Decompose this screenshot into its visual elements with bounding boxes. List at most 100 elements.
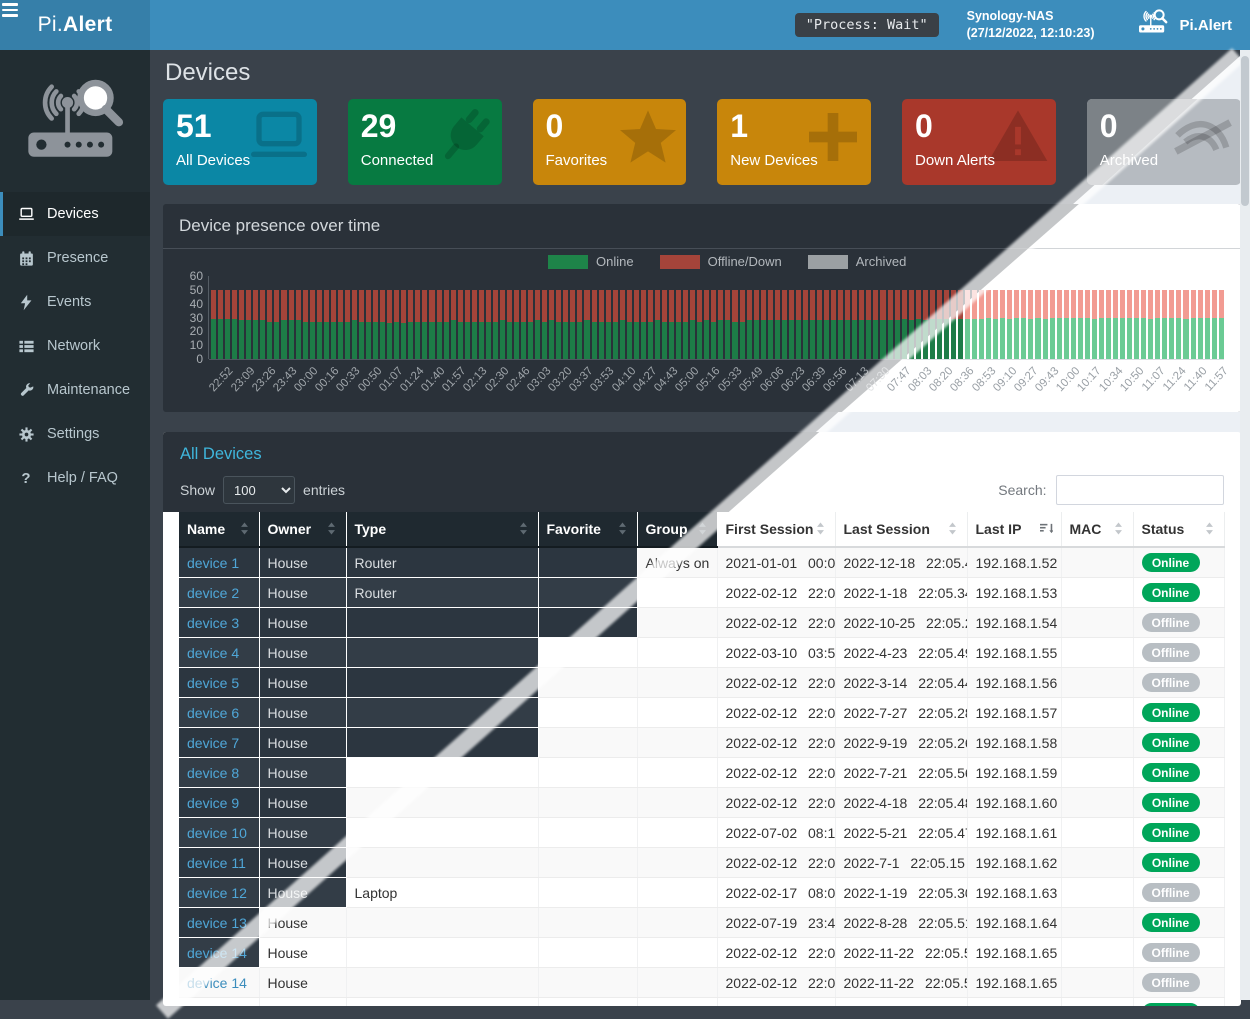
search-input[interactable] xyxy=(1056,475,1224,505)
host-info: Synology-NAS (27/12/2022, 12:10:23) xyxy=(967,8,1095,42)
pialert-logo-icon xyxy=(0,50,150,192)
device-link[interactable]: device 12 xyxy=(187,885,247,901)
chart-bar xyxy=(324,276,329,359)
sidebar-item-help-faq[interactable]: ?Help / FAQ xyxy=(0,456,150,500)
device-link[interactable]: device 14 xyxy=(187,975,247,991)
device-link[interactable]: device 14 xyxy=(187,945,247,961)
sidebar-item-maintenance[interactable]: Maintenance xyxy=(0,368,150,412)
chart-bar xyxy=(895,276,900,359)
chart-bar xyxy=(500,276,505,359)
sort-both-icon[interactable] xyxy=(616,522,629,535)
chart-bar xyxy=(944,276,949,359)
column-header-status[interactable]: Status xyxy=(1133,512,1224,547)
brand-label: Pi.Alert xyxy=(1179,17,1232,34)
sort-both-icon[interactable] xyxy=(814,522,827,535)
chart-bar xyxy=(1212,276,1217,359)
device-link[interactable]: device 6 xyxy=(187,705,239,721)
sidebar-item-devices[interactable]: Devices xyxy=(0,192,150,236)
table-cell xyxy=(538,908,637,938)
scrollbar-thumb[interactable] xyxy=(1241,56,1249,206)
table-cell xyxy=(1061,668,1133,698)
column-header-group[interactable]: Group xyxy=(637,512,717,547)
chart-bar xyxy=(1071,276,1076,359)
sort-both-icon[interactable] xyxy=(238,522,251,535)
device-link[interactable]: device 9 xyxy=(187,795,239,811)
sidebar-item-label: Network xyxy=(47,338,100,354)
sort-amount-asc-icon[interactable] xyxy=(1040,522,1053,535)
device-link[interactable]: device 10 xyxy=(187,825,247,841)
table-cell: 192.168.1.60 xyxy=(967,788,1061,818)
device-link[interactable]: device 4 xyxy=(187,645,239,661)
summary-box-value: 0 xyxy=(1100,108,1228,145)
table-cell xyxy=(637,608,717,638)
chart-bar xyxy=(1007,276,1012,359)
chart-bar xyxy=(408,276,413,359)
chart-bar xyxy=(472,276,477,359)
summary-box-label: All Devices xyxy=(176,152,304,169)
sort-both-icon[interactable] xyxy=(325,522,338,535)
table-cell xyxy=(538,547,637,578)
chart-bar xyxy=(732,276,737,359)
column-header-mac[interactable]: MAC xyxy=(1061,512,1133,547)
entries-select[interactable]: 100 xyxy=(223,476,295,504)
device-link[interactable]: device 1 xyxy=(187,555,239,571)
column-header-first-session[interactable]: First Session xyxy=(717,512,835,547)
table-cell xyxy=(1061,788,1133,818)
host-name: Synology-NAS xyxy=(967,8,1095,25)
column-header-last-ip[interactable]: Last IP xyxy=(967,512,1061,547)
column-header-label: Last Session xyxy=(844,521,930,537)
page-scrollbar[interactable] xyxy=(1240,50,1250,1000)
device-link[interactable]: device 8 xyxy=(187,765,239,781)
table-cell: 2022-02-12 22:05 xyxy=(717,998,835,1007)
device-link[interactable]: device 13 xyxy=(187,915,247,931)
process-status-badge: "Process: Wait" xyxy=(795,13,939,37)
sidebar-item-presence[interactable]: Presence xyxy=(0,236,150,280)
sort-both-icon[interactable] xyxy=(946,522,959,535)
chart-bar xyxy=(810,276,815,359)
legend-label: Online xyxy=(596,254,634,269)
device-link[interactable]: device 11 xyxy=(187,855,246,871)
status-badge: Online xyxy=(1142,913,1200,932)
column-header-label: Status xyxy=(1142,521,1185,537)
column-header-name[interactable]: Name xyxy=(179,512,259,547)
chart-bar xyxy=(563,276,568,359)
chart-bar xyxy=(1014,276,1019,359)
column-header-favorite[interactable]: Favorite xyxy=(538,512,637,547)
sort-both-icon[interactable] xyxy=(517,522,530,535)
sort-both-icon[interactable] xyxy=(1112,522,1125,535)
device-link[interactable]: device 3 xyxy=(187,615,239,631)
chart-bar xyxy=(1162,276,1167,359)
column-header-last-session[interactable]: Last Session xyxy=(835,512,967,547)
chart-bar xyxy=(296,276,301,359)
chart-bar xyxy=(718,276,723,359)
table-cell xyxy=(637,728,717,758)
table-cell xyxy=(1061,578,1133,608)
table-cell: 2022-5-21 22:05.47 xyxy=(835,818,967,848)
sidebar-item-network[interactable]: Network xyxy=(0,324,150,368)
table-cell: House xyxy=(259,908,346,938)
table-cell xyxy=(1061,938,1133,968)
column-header-owner[interactable]: Owner xyxy=(259,512,346,547)
network-icon xyxy=(16,336,36,356)
sidebar-item-events[interactable]: Events xyxy=(0,280,150,324)
table-cell xyxy=(1061,608,1133,638)
device-link[interactable]: device 7 xyxy=(187,735,239,751)
device-link[interactable]: device 2 xyxy=(187,585,239,601)
app-logo[interactable]: Pi.Alert xyxy=(0,0,150,50)
sort-both-icon[interactable] xyxy=(696,522,709,535)
device-link[interactable]: device 5 xyxy=(187,675,239,691)
sidebar-toggle-button[interactable] xyxy=(150,0,196,50)
sort-both-icon[interactable] xyxy=(1203,522,1216,535)
column-header-type[interactable]: Type xyxy=(346,512,538,547)
device-link[interactable]: device 15 xyxy=(187,1005,247,1007)
sidebar-item-settings[interactable]: Settings xyxy=(0,412,150,456)
